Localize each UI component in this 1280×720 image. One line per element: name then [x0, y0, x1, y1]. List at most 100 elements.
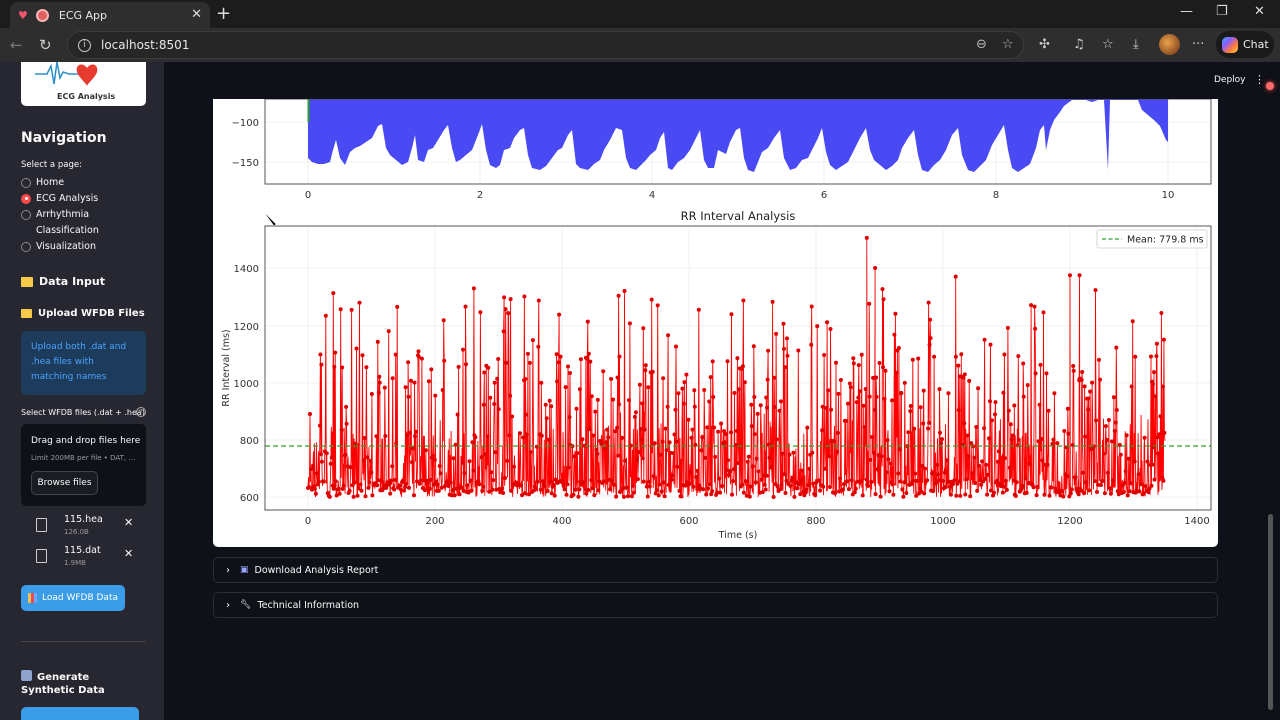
recording-icon [35, 8, 49, 22]
downloads-icon[interactable]: ⤓ [1133, 37, 1139, 52]
svg-text:1400: 1400 [1184, 516, 1209, 527]
x-ticks: 0 200 400 600 800 1000 1200 1400 [305, 516, 1210, 527]
svg-text:4: 4 [649, 190, 655, 201]
y-axis-label: RR Interval (ms) [221, 329, 232, 406]
rr-interval-series [306, 235, 1167, 499]
copilot-icon [1222, 36, 1238, 53]
svg-text:1000: 1000 [234, 379, 259, 390]
load-wfdb-button[interactable]: Load WFDB Data [21, 585, 125, 611]
file-size: 1.9MB [64, 559, 86, 567]
heart-icon: ♥ [18, 8, 28, 22]
svg-text:1400: 1400 [234, 264, 259, 275]
dropzone-limit: Limit 200MB per file • DAT, … [31, 454, 136, 462]
radio-visualization[interactable]: Visualization [21, 241, 96, 252]
file-dropzone[interactable]: Drag and drop files here Limit 200MB per… [21, 424, 146, 506]
copilot-chat-button[interactable]: Chat [1216, 31, 1274, 58]
media-icon[interactable]: ♫ [1073, 37, 1085, 52]
more-icon[interactable]: ··· [1192, 37, 1205, 52]
svg-text:10: 10 [1162, 190, 1175, 201]
download-report-expander[interactable]: › ▣ Download Analysis Report [213, 557, 1218, 583]
back-icon[interactable]: ← [10, 36, 23, 54]
deploy-button[interactable]: Deploy [1214, 75, 1246, 85]
main-scrollbar[interactable] [1268, 514, 1273, 710]
svg-text:800: 800 [240, 436, 259, 447]
svg-text:8: 8 [993, 190, 999, 201]
uploaded-file: 115.dat 1.9MB ✕ [36, 545, 146, 573]
y-ticks: 1400 1200 1000 800 600 [234, 264, 259, 504]
abacus-icon [21, 670, 32, 681]
radio-circle[interactable] [21, 241, 31, 252]
browse-files-button[interactable]: Browse files [31, 471, 98, 495]
svg-text:600: 600 [240, 493, 259, 504]
sidebar: ECG Analysis Navigation Select a page: H… [0, 62, 164, 720]
folder-icon [21, 276, 33, 287]
rr-interval-chart: RR Interval Analysis Mean: 779.8 ms [221, 209, 1212, 541]
mouse-cursor [263, 211, 277, 227]
remove-file-icon[interactable]: ✕ [124, 547, 134, 560]
file-icon [36, 549, 47, 563]
minimize-icon[interactable]: — [1180, 4, 1193, 19]
file-size: 126.0B [64, 528, 89, 536]
reload-icon[interactable]: ↻ [39, 36, 52, 54]
restore-icon[interactable]: ❐ [1216, 4, 1228, 19]
tab-title: ECG App [58, 8, 108, 22]
remove-file-icon[interactable]: ✕ [124, 516, 134, 529]
radio-arrhythmia-label-line2[interactable]: Classification [36, 225, 99, 236]
navigation-title: Navigation [21, 130, 107, 146]
svg-text:0: 0 [305, 190, 311, 201]
logo-text: ECG Analysis [57, 92, 116, 101]
svg-text:−150: −150 [232, 158, 259, 169]
legend-entry: Mean: 779.8 ms [1127, 235, 1204, 246]
upload-wfdb-heading: Upload WFDB Files [21, 308, 145, 319]
radio-circle[interactable] [21, 209, 31, 220]
radio-arrhythmia-classification[interactable]: Arrhythmia [21, 209, 89, 220]
browser-tab[interactable]: ♥ ECG App ✕ [10, 2, 210, 28]
chat-label: Chat [1243, 38, 1269, 51]
generate-synthetic-button[interactable] [21, 707, 139, 720]
info-icon[interactable]: i [78, 38, 91, 52]
radio-circle-selected[interactable] [21, 193, 31, 204]
kebab-menu-icon[interactable]: ⋮ [1254, 73, 1265, 86]
address-bar[interactable]: i localhost:8501 ⊖ ☆ [67, 31, 1024, 59]
uploaded-file: 115.hea 126.0B ✕ [36, 514, 146, 542]
extensions-icon[interactable]: ✣ [1039, 37, 1050, 52]
new-tab-icon[interactable]: + [216, 3, 232, 24]
svg-text:2: 2 [477, 190, 483, 201]
ecg-figure: 0 2 4 6 8 10 −100 −150 RR Interval Analysis [213, 99, 1218, 547]
close-window-icon[interactable]: ✕ [1254, 4, 1265, 19]
ecg-plots: 0 2 4 6 8 10 −100 −150 RR Interval Analysis [221, 99, 1212, 541]
favorite-star-icon[interactable]: ☆ [1002, 37, 1014, 52]
technical-information-expander[interactable]: › 🔧︎ Technical Information [213, 592, 1218, 618]
profile-avatar[interactable] [1159, 34, 1180, 55]
svg-text:800: 800 [806, 516, 825, 527]
svg-text:200: 200 [425, 516, 444, 527]
favorites-list-icon[interactable]: ☆ [1102, 37, 1114, 52]
radio-home[interactable]: Home [21, 177, 64, 188]
open-folder-icon [21, 309, 32, 318]
app-logo: ECG Analysis [21, 62, 146, 106]
close-tab-icon[interactable]: ✕ [191, 7, 202, 22]
svg-text:400: 400 [552, 516, 571, 527]
svg-text:1000: 1000 [930, 516, 955, 527]
uploader-label: Select WFDB files (.dat + .hea) [21, 408, 145, 417]
data-input-heading: Data Input [21, 275, 105, 288]
ecg-signal-chart: 0 2 4 6 8 10 −100 −150 [232, 99, 1212, 201]
svg-text:1200: 1200 [1057, 516, 1082, 527]
url-text: localhost:8501 [101, 38, 190, 52]
chevron-right-icon: › [226, 564, 230, 576]
ecg-heart-icon [35, 62, 98, 86]
radio-circle[interactable] [21, 177, 31, 188]
info-alert: Upload both .dat and .hea files with mat… [21, 331, 146, 395]
legend: Mean: 779.8 ms [1096, 229, 1208, 249]
inbox-tray-icon: ▣ [240, 565, 249, 575]
svg-text:6: 6 [821, 190, 827, 201]
file-name: 115.hea [64, 514, 103, 525]
radio-ecg-analysis[interactable]: ECG Analysis [21, 193, 98, 204]
dropzone-title: Drag and drop files here [31, 436, 141, 446]
svg-text:0: 0 [305, 516, 311, 527]
bar-chart-icon [28, 593, 37, 603]
zoom-out-icon[interactable]: ⊖ [976, 37, 987, 52]
chevron-right-icon: › [226, 599, 230, 611]
help-icon[interactable]: ? [136, 407, 146, 417]
